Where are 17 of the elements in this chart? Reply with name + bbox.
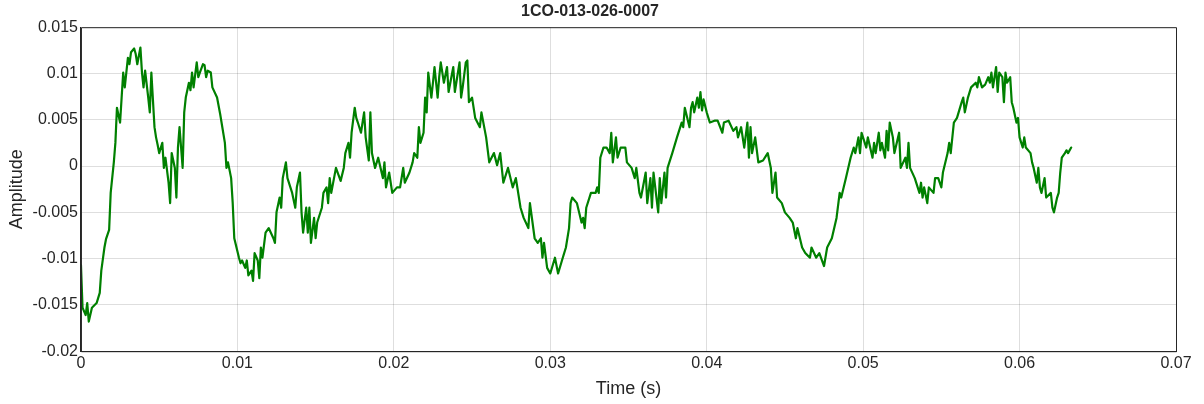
y-tick-label: -0.01 — [41, 249, 79, 267]
y-axis-title: Amplitude — [5, 149, 26, 230]
chart-title: 1CO-013-026-0007 — [521, 2, 660, 20]
y-tick-label: -0.015 — [32, 295, 79, 313]
x-tick-label: 0.03 — [534, 354, 566, 372]
x-axis-title: Time (s) — [595, 378, 662, 399]
x-tick-label: 0.05 — [847, 354, 879, 372]
y-tick-label: 0 — [69, 156, 79, 174]
y-tick-label: 0.015 — [37, 17, 79, 35]
y-tick-label: 0.005 — [37, 110, 79, 128]
x-tick-label: 0.06 — [1004, 354, 1036, 372]
y-tick-label: 0.01 — [46, 63, 79, 81]
x-tick-label: 0.02 — [378, 354, 410, 372]
x-tick-label: 0.07 — [1160, 354, 1192, 372]
y-tick-label: -0.005 — [32, 202, 79, 220]
x-tick-label: 0.01 — [221, 354, 254, 372]
x-tick-label: 0.04 — [691, 354, 723, 372]
